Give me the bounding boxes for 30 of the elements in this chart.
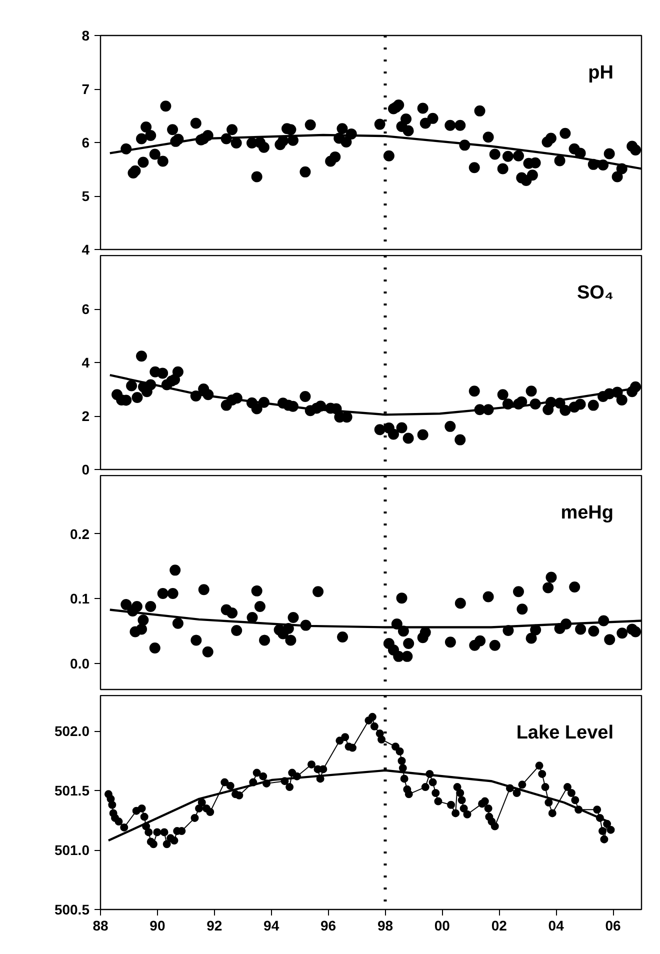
y-tick-label: 0.0 [70,656,90,672]
y-tick-label: 7 [82,81,90,97]
y-tick-label: 4 [82,354,90,370]
x-tick-label: 04 [548,918,564,934]
text: meHg [560,502,614,524]
y-tick-label: 500.5 [54,902,90,918]
y-tick-label: 6 [82,301,90,317]
y-tick-label: 5 [82,188,90,204]
y-tick-label: 6 [82,134,90,150]
x-tick-label: 02 [491,918,508,934]
x-tick-label: 00 [434,918,450,934]
y-tick-label: 4 [82,242,90,258]
y-tick-label: 501.0 [54,842,90,858]
y-tick-label: 8 [82,28,90,44]
y-tick-label: 501.5 [54,782,90,799]
x-tick-label: 90 [150,918,166,934]
text: Lake Level [516,722,614,744]
x-tick-label: 92 [206,918,222,934]
x-tick-label: 94 [264,918,280,934]
y-tick-label: 0 [82,462,90,478]
y-tick-label: 502.0 [54,723,90,740]
y-tick-label: 0.2 [70,526,90,542]
text: SO₄ [576,282,614,304]
x-tick-label: 96 [320,918,336,934]
y-tick-label: 0.1 [70,590,90,607]
x-tick-label: 06 [605,918,622,934]
y-tick-label: 2 [82,408,90,424]
x-tick-label: 88 [92,918,108,934]
x-tick-label: 98 [377,918,394,934]
text: pH [588,62,614,84]
